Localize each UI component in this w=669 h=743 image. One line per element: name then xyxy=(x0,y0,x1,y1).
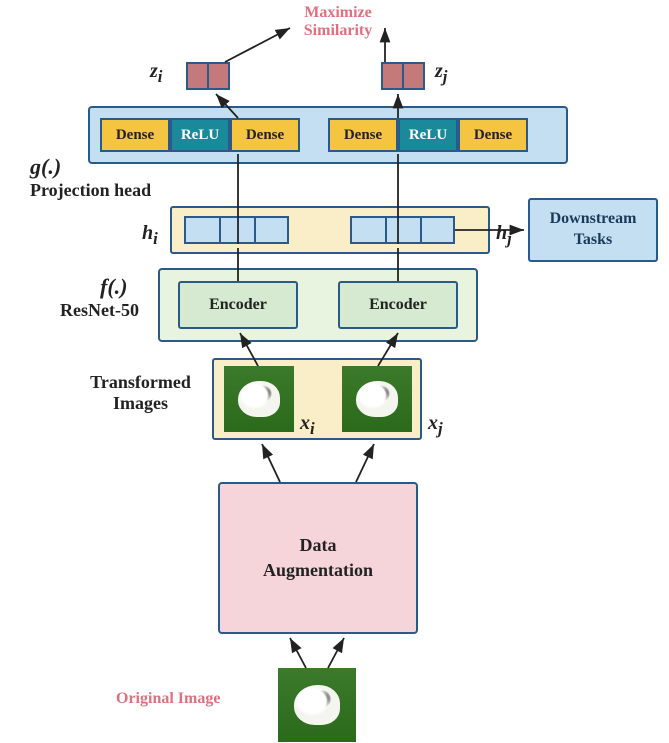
transformed-image-i xyxy=(224,366,294,432)
augmentation-line1: Data xyxy=(299,535,336,555)
downstream-line1: Downstream xyxy=(550,210,637,227)
transformed-image-j xyxy=(342,366,412,432)
x-j-label: xj xyxy=(428,412,443,439)
h-i-label: hi xyxy=(142,222,158,249)
downstream-line2: Tasks xyxy=(574,231,613,248)
f-function-label: f(.) xyxy=(100,274,127,300)
z-i-vector xyxy=(186,62,230,90)
h-i-vector xyxy=(184,216,289,244)
augmentation-line2: Augmentation xyxy=(263,560,373,580)
downstream-tasks-box: Downstream Tasks xyxy=(528,198,658,262)
dense-block-1: Dense xyxy=(100,118,170,152)
g-function-label: g(.) xyxy=(30,154,61,180)
z-j-label: zj xyxy=(435,60,447,87)
z-i-label: zi xyxy=(150,60,162,87)
dense-block-4: Dense xyxy=(458,118,528,152)
maximize-line1: Maximize xyxy=(304,4,372,21)
h-j-label: hj xyxy=(496,222,512,249)
maximize-similarity-label: Maximize Similarity xyxy=(268,4,408,40)
x-i-label: xi xyxy=(300,412,315,439)
projection-head-label: Projection head xyxy=(30,180,151,201)
h-j-vector xyxy=(350,216,455,244)
data-augmentation-box: Data Augmentation xyxy=(218,482,418,634)
maximize-line2: Similarity xyxy=(304,22,372,39)
original-image xyxy=(278,668,356,742)
dense-block-3: Dense xyxy=(328,118,398,152)
original-image-label: Original Image xyxy=(116,690,220,708)
encoder-block-1: Encoder xyxy=(178,281,298,329)
relu-block-2: ReLU xyxy=(398,118,458,152)
relu-block-1: ReLU xyxy=(170,118,230,152)
resnet-label: ResNet-50 xyxy=(60,300,139,321)
encoder-block-2: Encoder xyxy=(338,281,458,329)
z-j-vector xyxy=(381,62,425,90)
dense-block-2: Dense xyxy=(230,118,300,152)
transformed-images-label: Transformed Images xyxy=(78,372,203,414)
